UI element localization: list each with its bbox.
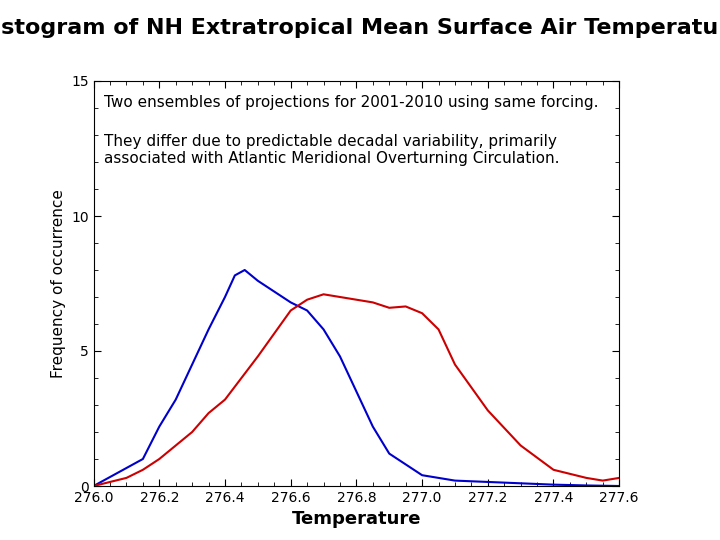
Text: Histogram of NH Extratropical Mean Surface Air Temperature: Histogram of NH Extratropical Mean Surfa… <box>0 18 720 38</box>
X-axis label: Temperature: Temperature <box>292 510 421 529</box>
Text: They differ due to predictable decadal variability, primarily
associated with At: They differ due to predictable decadal v… <box>104 133 559 166</box>
Y-axis label: Frequency of occurrence: Frequency of occurrence <box>50 189 66 378</box>
Text: Two ensembles of projections for 2001-2010 using same forcing.: Two ensembles of projections for 2001-20… <box>104 95 598 110</box>
